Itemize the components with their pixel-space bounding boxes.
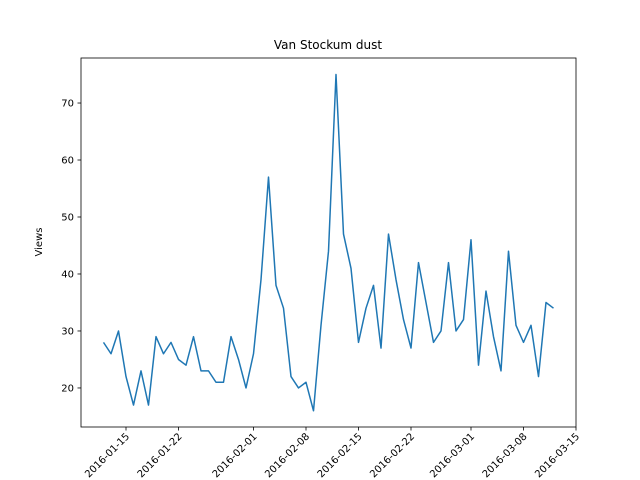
y-tick-label: 30 [61,326,74,337]
y-tick-label: 50 [61,212,74,223]
y-tick-label: 20 [61,383,74,394]
y-tick-label: 40 [61,269,74,280]
y-axis-label: Views [34,228,45,257]
y-tick-label: 60 [61,156,74,167]
chart-title: Van Stockum dust [274,38,382,52]
y-tick-label: 70 [61,99,74,110]
plot-frame [80,57,577,428]
line [102,73,554,412]
